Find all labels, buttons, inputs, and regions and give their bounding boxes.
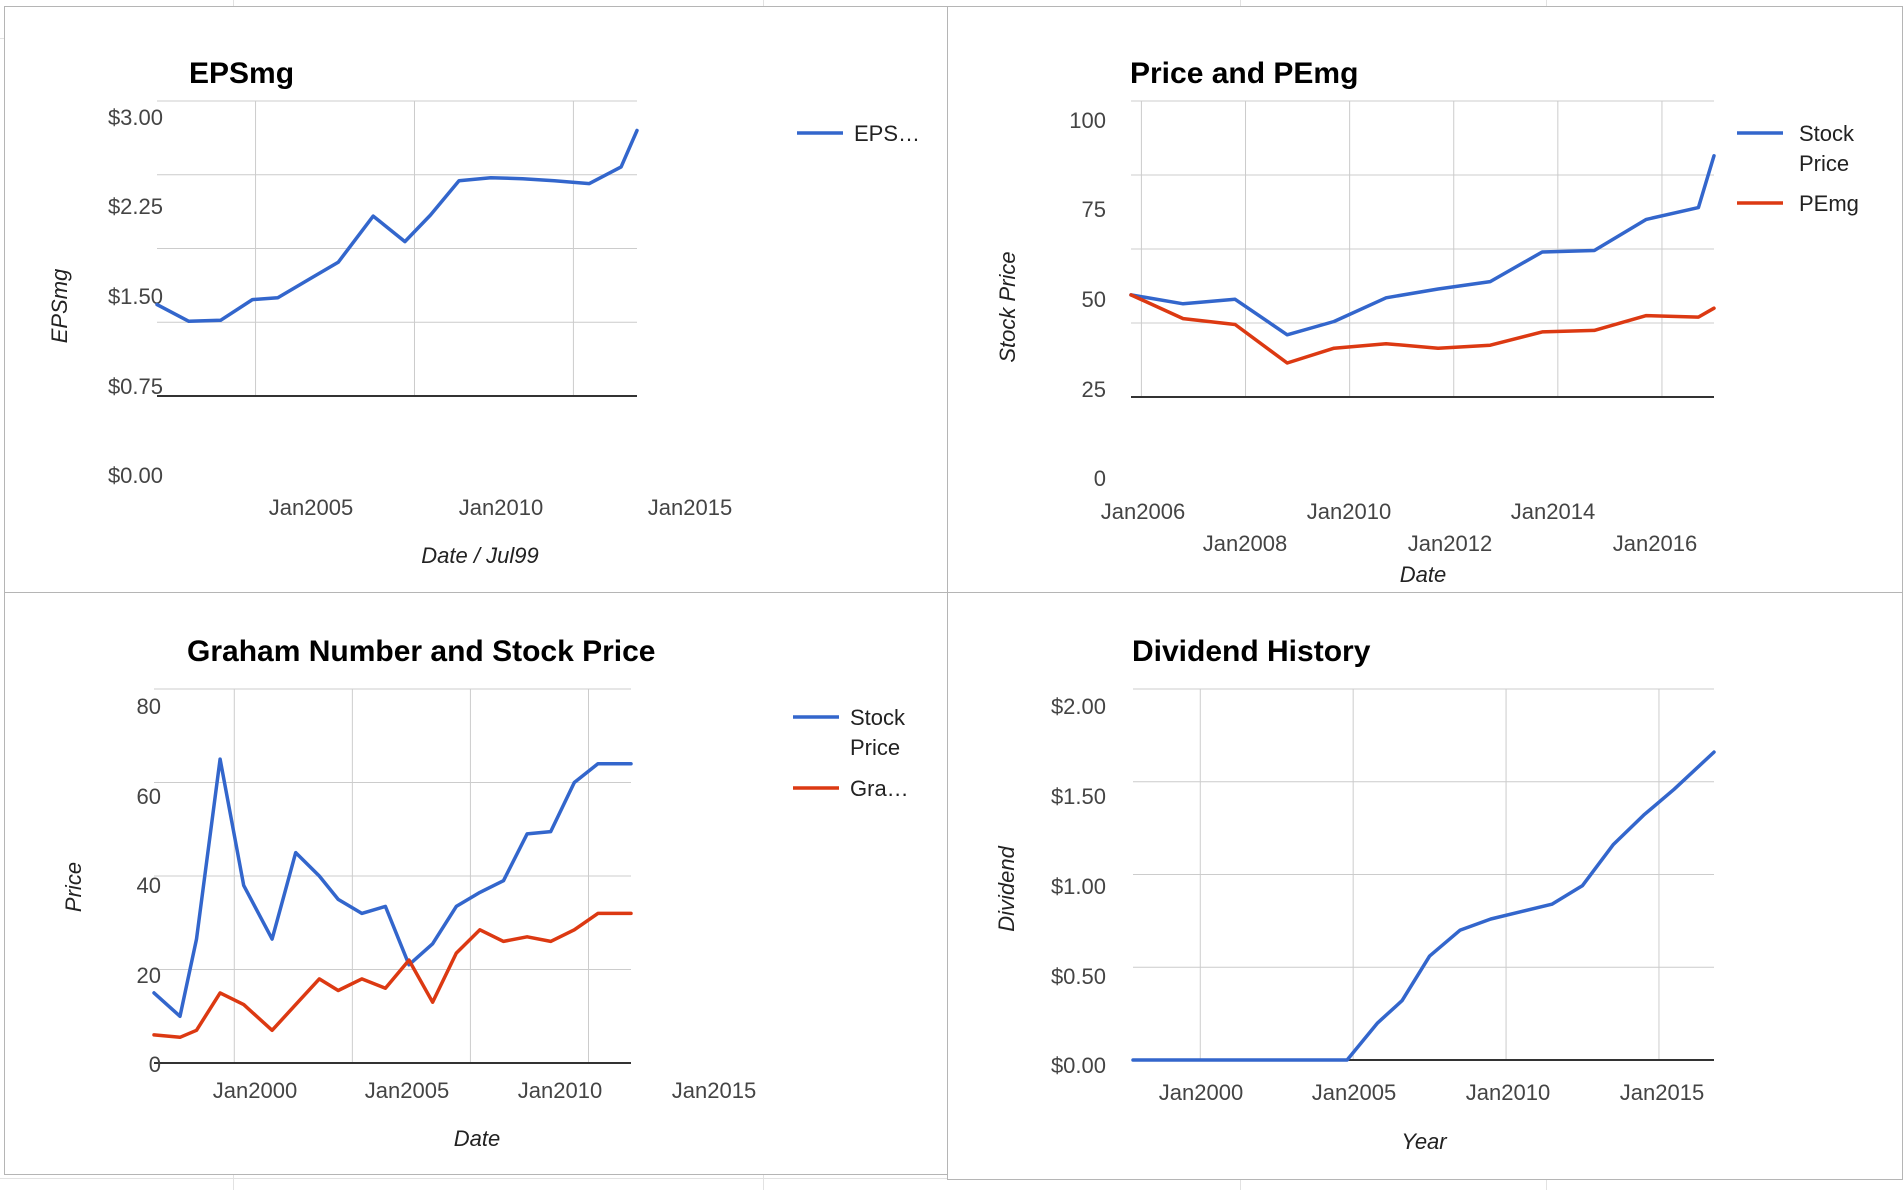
x-tick-label: Jan2012: [1408, 531, 1492, 556]
series-line[interactable]: [155, 128, 639, 324]
y-tick-label: 40: [137, 873, 161, 898]
x-tick-label: Jan2000: [1159, 1080, 1243, 1105]
y-tick-label: $1.00: [1051, 874, 1106, 899]
y-axis-ticks: 0 25 50 75 100: [1069, 108, 1106, 491]
x-tick-label: Jan2008: [1203, 531, 1287, 556]
x-axis-ticks: Jan2006 Jan2008 Jan2010 Jan2012 Jan2014 …: [1101, 499, 1697, 556]
legend-label-continued: Price: [850, 735, 900, 760]
x-tick-label: Jan2005: [365, 1078, 449, 1103]
y-tick-label: $2.00: [1051, 694, 1106, 719]
x-axis-ticks: Jan2000 Jan2005 Jan2010 Jan2015: [1159, 1080, 1704, 1105]
x-axis-ticks: Jan2000 Jan2005 Jan2010 Jan2015: [213, 1078, 756, 1103]
chart-title: EPSmg: [189, 57, 294, 90]
chart-graham: Graham Number and Stock Price 0 20 40 60…: [61, 635, 909, 1151]
x-tick-label: Jan2000: [213, 1078, 297, 1103]
chart-price-pemg: Price and PEmg 0 25 50 75 100 Jan2006 Ja…: [995, 57, 1859, 587]
y-tick-label: $1.50: [1051, 784, 1106, 809]
y-axis-title: Dividend: [994, 845, 1019, 931]
x-axis-title: Date: [454, 1126, 500, 1151]
gridlines: [154, 688, 631, 1064]
legend[interactable]: Stock Price Gra…: [793, 705, 909, 801]
y-axis-title: EPSmg: [47, 268, 72, 343]
chart-panel-epsmg[interactable]: EPSmg $0.00 $0.75 $1.50 $2.25 $3.00 Jan2…: [4, 6, 948, 593]
x-tick-label: Jan2006: [1101, 499, 1185, 524]
x-tick-label: Jan2010: [459, 495, 543, 520]
series-line[interactable]: [1129, 293, 1716, 365]
chart-title: Price and PEmg: [1130, 57, 1358, 90]
x-tick-label: Jan2016: [1613, 531, 1697, 556]
legend[interactable]: Stock Price PEmg: [1737, 121, 1859, 216]
x-tick-label: Jan2010: [1466, 1080, 1550, 1105]
chart-title: Graham Number and Stock Price: [187, 635, 656, 668]
y-tick-label: $0.00: [1051, 1053, 1106, 1078]
x-axis-ticks: Jan2005 Jan2010 Jan2015: [269, 495, 732, 520]
y-tick-label: 0: [1094, 466, 1106, 491]
y-axis-title: Price: [61, 862, 86, 912]
series-line[interactable]: [152, 911, 633, 1040]
series-line[interactable]: [1131, 750, 1716, 1062]
chart-panel-price-pemg[interactable]: Price and PEmg 0 25 50 75 100 Jan2006 Ja…: [947, 6, 1903, 593]
y-axis-ticks: 0 20 40 60 80: [137, 694, 161, 1077]
legend-label-line: Stock: [850, 705, 906, 730]
x-tick-label: Jan2015: [672, 1078, 756, 1103]
y-tick-label: 60: [137, 784, 161, 809]
legend-label: Gra…: [850, 776, 909, 801]
x-tick-label: Jan2005: [1312, 1080, 1396, 1105]
y-tick-label: $0.75: [108, 374, 163, 399]
y-tick-label: $3.00: [108, 105, 163, 130]
legend-label-line: Stock: [1799, 121, 1855, 146]
y-tick-label: $0.00: [108, 463, 163, 488]
gridlines: [1131, 100, 1714, 398]
y-tick-label: $2.25: [108, 194, 163, 219]
x-tick-label: Jan2015: [648, 495, 732, 520]
x-axis-title: Date / Jul99: [421, 543, 538, 568]
chart-panel-graham[interactable]: Graham Number and Stock Price 0 20 40 60…: [4, 592, 948, 1175]
chart-epsmg: EPSmg $0.00 $0.75 $1.50 $2.25 $3.00 Jan2…: [47, 57, 920, 568]
y-axis-ticks: $0.00 $0.75 $1.50 $2.25 $3.00: [108, 105, 163, 488]
x-axis-title: Date: [1400, 562, 1446, 587]
x-axis-title: Year: [1401, 1129, 1448, 1154]
legend-label: Stock: [850, 705, 906, 730]
legend-label: PEmg: [1799, 191, 1859, 216]
y-tick-label: $0.50: [1051, 964, 1106, 989]
chart-dividend: Dividend History $0.00 $0.50 $1.00 $1.50…: [994, 635, 1716, 1154]
x-tick-label: Jan2010: [518, 1078, 602, 1103]
y-tick-label: 80: [137, 694, 161, 719]
gridlines: [157, 100, 637, 397]
y-axis-ticks: $0.00 $0.50 $1.00 $1.50 $2.00: [1051, 694, 1106, 1078]
y-tick-label: 50: [1082, 287, 1106, 312]
y-axis-title: Stock Price: [995, 251, 1020, 362]
chart-panel-dividend[interactable]: Dividend History $0.00 $0.50 $1.00 $1.50…: [947, 592, 1903, 1180]
series-line[interactable]: [1129, 154, 1716, 337]
legend[interactable]: EPS…: [797, 121, 920, 146]
chart-title: Dividend History: [1132, 635, 1371, 668]
series-line[interactable]: [152, 757, 633, 1019]
legend-label: EPS…: [854, 121, 920, 146]
y-tick-label: $1.50: [108, 284, 163, 309]
y-tick-label: 100: [1069, 108, 1106, 133]
x-tick-label: Jan2014: [1511, 499, 1595, 524]
legend-label: Stock: [1799, 121, 1855, 146]
y-tick-label: 0: [149, 1052, 161, 1077]
y-tick-label: 25: [1082, 377, 1106, 402]
y-tick-label: 20: [137, 963, 161, 988]
x-tick-label: Jan2005: [269, 495, 353, 520]
x-tick-label: Jan2010: [1307, 499, 1391, 524]
x-tick-label: Jan2015: [1620, 1080, 1704, 1105]
gridlines: [1133, 688, 1714, 1061]
legend-label-continued: Price: [1799, 151, 1849, 176]
y-tick-label: 75: [1082, 197, 1106, 222]
